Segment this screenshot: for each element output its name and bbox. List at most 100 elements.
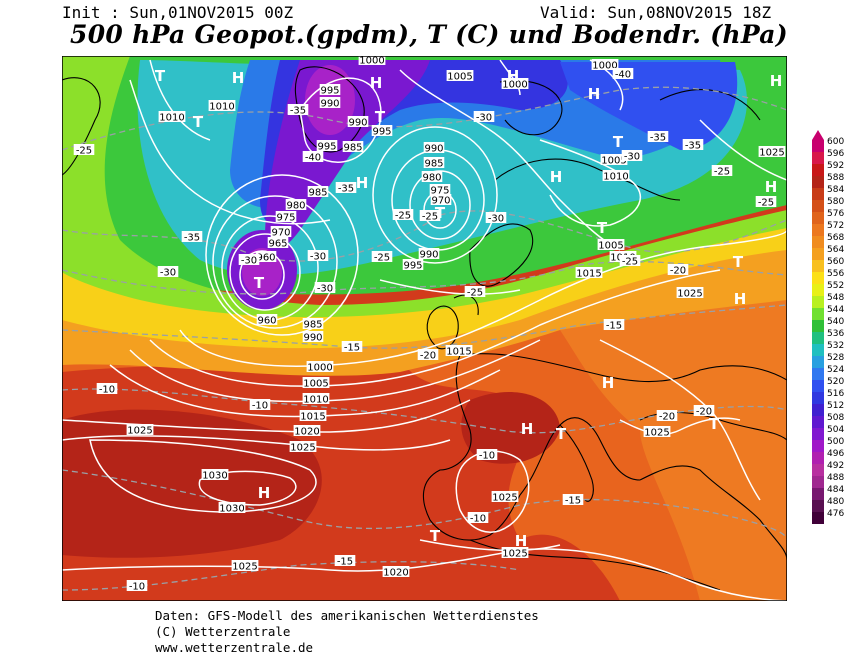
color-scale-swatch xyxy=(812,236,824,248)
color-scale-swatch xyxy=(812,248,824,260)
isotherm-label-text: -40 xyxy=(615,70,631,81)
isobar-label: 995 xyxy=(316,140,338,153)
color-scale-swatch xyxy=(812,212,824,224)
isotherm-label-text: -35 xyxy=(290,106,306,117)
isobars xyxy=(62,59,787,601)
isobar-label: 1020 xyxy=(382,566,410,579)
isobar-label: 1000 xyxy=(501,78,529,91)
isobar-label-text: 1025 xyxy=(644,428,669,439)
isotherm-label: -20 xyxy=(656,410,678,423)
color-scale-swatch xyxy=(812,284,824,296)
isobar-label: 960 xyxy=(256,314,278,327)
low-pressure-marker: T xyxy=(430,527,441,545)
isotherm-label: -25 xyxy=(755,196,777,209)
isotherm-label: -30 xyxy=(621,150,643,163)
isobar-label: 1010 xyxy=(602,170,630,183)
color-scale-swatch xyxy=(812,452,824,464)
isobar-label-text: 1015 xyxy=(446,347,471,358)
isobar-label: 1005 xyxy=(302,377,330,390)
isobar-label: 1000 xyxy=(358,56,386,67)
field-mediterranean xyxy=(461,391,560,464)
isobar-label: 1005 xyxy=(446,70,474,83)
isobar-label-text: 1025 xyxy=(290,443,315,454)
color-scale-swatch xyxy=(812,476,824,488)
isotherm-label: -35 xyxy=(287,104,309,117)
isotherm-label-text: -15 xyxy=(337,557,353,568)
isotherm-label: -15 xyxy=(334,555,356,568)
isobar-label-text: 985 xyxy=(303,320,322,331)
color-scale-label: 544 xyxy=(827,305,844,315)
isobar-label-text: 1025 xyxy=(502,549,527,560)
init-time: Init : Sun,01NOV2015 00Z xyxy=(62,3,294,22)
isobar-label-text: 985 xyxy=(308,188,327,199)
isobar-label: 1015 xyxy=(299,410,327,423)
isobar-label: 1025 xyxy=(758,146,786,159)
isotherm-label-text: -25 xyxy=(374,253,390,264)
isobar-label-text: 1015 xyxy=(300,412,325,423)
isotherm-label-text: -25 xyxy=(422,212,438,223)
isobar-label: 1010 xyxy=(302,393,330,406)
color-scale-label: 520 xyxy=(827,377,844,387)
website-credit: www.wetterzentrale.de xyxy=(155,640,314,655)
color-scale-legend: 600 596 592 588 584 580 576 572 568 564 560 556 552 5… xyxy=(812,130,844,524)
high-pressure-marker: H xyxy=(550,168,563,186)
high-pressure-marker: H xyxy=(734,290,747,308)
isotherm-label-text: -30 xyxy=(160,268,176,279)
isotherm-label: -30 xyxy=(473,111,495,124)
isobar-label: 980 xyxy=(421,171,443,184)
isotherm-label-text: -30 xyxy=(624,152,640,163)
isotherm-label-text: -30 xyxy=(241,256,257,267)
isobar-label-text: 1030 xyxy=(219,504,244,515)
isobar-label: 995 xyxy=(402,259,424,272)
color-scale-label: 596 xyxy=(827,149,844,159)
isobar-label-text: 995 xyxy=(403,261,422,272)
isobar-label-text: 1000 xyxy=(307,363,332,374)
color-scale-swatch xyxy=(812,380,824,392)
isotherm-label: -30 xyxy=(238,254,260,267)
isotherm-label: -25 xyxy=(464,286,486,299)
isobar-label: 1025 xyxy=(676,287,704,300)
high-pressure-marker: H xyxy=(258,484,271,502)
color-scale-swatch xyxy=(812,416,824,428)
color-scale-swatch xyxy=(812,464,824,476)
color-scale-swatch xyxy=(812,512,824,524)
high-pressure-marker: H xyxy=(588,85,601,103)
isotherm-label-text: -25 xyxy=(622,257,638,268)
isobar-label: 1015 xyxy=(445,345,473,358)
low-pressure-marker: T xyxy=(733,253,744,271)
isobar-label-text: 1025 xyxy=(759,148,784,159)
color-scale-label: 516 xyxy=(827,389,844,399)
isotherm-label: -35 xyxy=(682,139,704,152)
color-scale-label: 492 xyxy=(827,461,844,471)
color-scale-swatch xyxy=(812,392,824,404)
isobar-label: 965 xyxy=(267,237,289,250)
isotherm-label-text: -25 xyxy=(76,146,92,157)
color-scale-label: 600 xyxy=(827,137,844,147)
color-scale-label: 500 xyxy=(827,437,844,447)
isobar-label-text: 995 xyxy=(317,142,336,153)
isobar-label-text: 1010 xyxy=(159,113,184,124)
isotherm-label-text: -30 xyxy=(310,252,326,263)
isotherm-label-text: -10 xyxy=(129,582,145,593)
color-scale-swatch xyxy=(812,440,824,452)
isotherm-labels: -40-35-40-35-30-35-35-30-25-25-25-25-25-… xyxy=(73,68,777,593)
isotherm-label-text: -20 xyxy=(659,412,675,423)
high-pressure-marker: H xyxy=(232,69,245,87)
isobar-label: 960 xyxy=(255,251,277,264)
color-scale-swatch xyxy=(812,200,824,212)
color-scale-label: 588 xyxy=(827,173,844,183)
isotherm-label: -10 xyxy=(96,383,118,396)
isobar-label: 985 xyxy=(302,318,324,331)
isotherm-label-text: -15 xyxy=(606,321,622,332)
isobar-label: 985 xyxy=(307,186,329,199)
color-scale-label: 476 xyxy=(827,509,844,519)
isobar-label: 990 xyxy=(302,331,324,344)
isobar-label: 990 xyxy=(319,97,341,110)
isotherm-label-text: -20 xyxy=(670,266,686,277)
isobar-label-text: 970 xyxy=(271,228,290,239)
color-scale-swatch xyxy=(812,488,824,500)
isobar-label: 990 xyxy=(418,248,440,261)
high-pressure-marker: H xyxy=(602,374,615,392)
isobar-label-text: 1000 xyxy=(592,61,617,72)
low-pressure-marker: T xyxy=(254,274,265,292)
